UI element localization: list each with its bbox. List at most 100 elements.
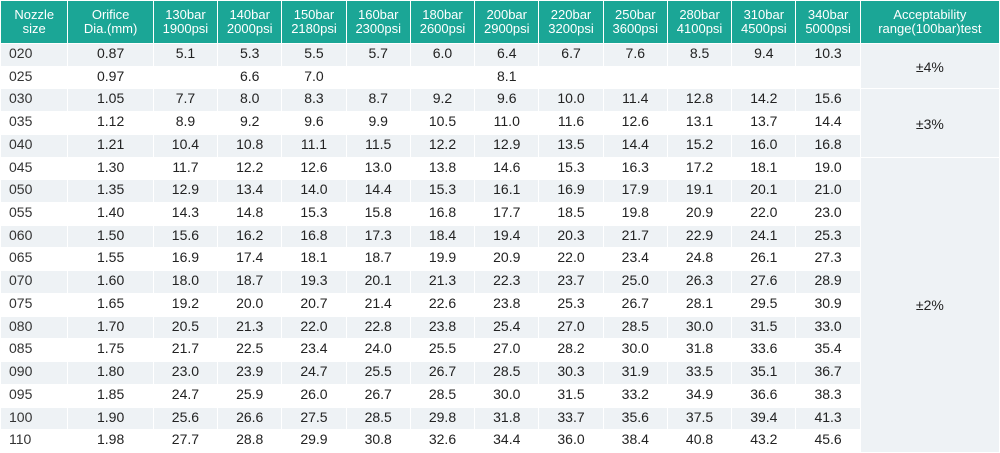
acceptability-range-cell: ±2%	[860, 157, 999, 452]
flow-value-cell: 21.0	[796, 180, 860, 203]
flow-value-cell: 31.8	[667, 339, 732, 362]
nozzle-size-cell: 055	[1, 203, 68, 225]
flow-value-cell: 23.0	[796, 203, 860, 225]
header-line: 2300psi	[355, 21, 401, 36]
flow-value-cell	[796, 66, 860, 89]
flow-value-cell: 25.3	[539, 293, 603, 316]
flow-value-cell: 11.0	[475, 112, 539, 134]
orifice-diameter-cell: 1.80	[68, 362, 153, 384]
flow-value-cell: 36.6	[732, 384, 796, 407]
acceptability-range-cell: ±3%	[860, 89, 999, 157]
flow-value-cell: 30.3	[539, 362, 603, 384]
header-line: 1900psi	[162, 21, 209, 36]
flow-value-cell: 16.8	[282, 225, 346, 248]
flow-value-cell: 25.9	[218, 384, 282, 407]
flow-value-cell: 27.6	[732, 271, 796, 293]
flow-value-cell: 19.9	[410, 248, 475, 271]
header-line: 4500psi	[741, 21, 787, 36]
flow-value-cell: 13.7	[732, 112, 796, 134]
flow-value-cell: 37.5	[667, 407, 732, 430]
flow-value-cell: 8.0	[218, 89, 282, 112]
flow-value-cell: 12.9	[475, 134, 539, 157]
flow-value-cell: 14.4	[603, 134, 667, 157]
flow-value-cell: 28.2	[539, 339, 603, 362]
flow-value-cell: 26.7	[346, 384, 410, 407]
flow-value-cell: 13.8	[410, 157, 475, 180]
table-row: 060 1.50 15.6 16.2 16.8 17.3 18.4 19.4 20.3 21.7 2…	[1, 225, 999, 248]
flow-value-cell: 8.1	[475, 66, 539, 89]
table-row: 050 1.35 12.9 13.4 14.0 14.4 15.3 16.1 16.9 17.9 1…	[1, 180, 999, 203]
orifice-diameter-cell: 1.35	[68, 180, 153, 203]
flow-value-cell: 16.1	[475, 180, 539, 203]
nozzle-size-cell: 030	[1, 89, 68, 112]
flow-value-cell: 20.7	[282, 293, 346, 316]
acceptability-range-cell: ±4%	[860, 44, 999, 89]
header-line: size	[22, 21, 46, 36]
flow-value-cell: 18.1	[732, 157, 796, 180]
flow-value-cell: 30.8	[346, 430, 410, 452]
flow-value-cell: 20.5	[153, 316, 218, 339]
orifice-diameter-cell: 1.75	[68, 339, 153, 362]
flow-value-cell: 15.2	[667, 134, 732, 157]
flow-value-cell: 10.8	[218, 134, 282, 157]
flow-value-cell: 11.1	[282, 134, 346, 157]
nozzle-size-cell: 100	[1, 407, 68, 430]
flow-value-cell: 9.4	[732, 44, 796, 66]
flow-value-cell: 19.2	[153, 293, 218, 316]
flow-value-cell: 15.3	[539, 157, 603, 180]
flow-value-cell: 9.2	[218, 112, 282, 134]
header-line: 3200psi	[548, 21, 594, 36]
flow-value-cell: 20.1	[346, 271, 410, 293]
flow-value-cell: 7.0	[282, 66, 346, 89]
flow-value-cell: 31.9	[603, 362, 667, 384]
flow-value-cell: 25.5	[410, 339, 475, 362]
nozzle-size-cell: 085	[1, 339, 68, 362]
flow-value-cell: 20.0	[218, 293, 282, 316]
flow-value-cell: 25.6	[153, 407, 218, 430]
flow-value-cell: 8.7	[346, 89, 410, 112]
flow-value-cell: 29.5	[732, 293, 796, 316]
nozzle-size-cell: 060	[1, 225, 68, 248]
flow-value-cell: 25.0	[603, 271, 667, 293]
flow-value-cell: 36.7	[796, 362, 860, 384]
flow-value-cell: 17.9	[603, 180, 667, 203]
flow-value-cell: 8.5	[667, 44, 732, 66]
table-row: 095 1.85 24.7 25.9 26.0 26.7 28.5 30.0 31.5 33.2 3…	[1, 384, 999, 407]
flow-value-cell: 10.5	[410, 112, 475, 134]
flow-value-cell: 31.5	[732, 316, 796, 339]
header-pressure: 130bar 1900psi	[153, 1, 218, 43]
flow-value-cell: 11.4	[603, 89, 667, 112]
flow-value-cell: 41.3	[796, 407, 860, 430]
flow-value-cell: 16.8	[410, 203, 475, 225]
flow-value-cell: 9.6	[282, 112, 346, 134]
flow-value-cell: 33.2	[603, 384, 667, 407]
flow-value-cell: 19.4	[475, 225, 539, 248]
flow-value-cell: 15.6	[796, 89, 860, 112]
flow-value-cell: 26.6	[218, 407, 282, 430]
header-line: 160bar	[357, 7, 399, 22]
nozzle-size-cell: 095	[1, 384, 68, 407]
flow-value-cell: 17.4	[218, 248, 282, 271]
flow-value-cell: 12.8	[667, 89, 732, 112]
header-line: Dia.(mm)	[83, 21, 138, 36]
flow-value-cell: 30.0	[475, 384, 539, 407]
flow-value-cell: 18.7	[218, 271, 282, 293]
flow-value-cell: 18.0	[153, 271, 218, 293]
table-row: 075 1.65 19.2 20.0 20.7 21.4 22.6 23.8 25.3 26.7 2…	[1, 293, 999, 316]
flow-value-cell: 33.0	[796, 316, 860, 339]
flow-value-cell: 8.3	[282, 89, 346, 112]
orifice-diameter-cell: 1.50	[68, 225, 153, 248]
orifice-diameter-cell: 1.60	[68, 271, 153, 293]
flow-value-cell: 24.0	[346, 339, 410, 362]
flow-value-cell: 28.8	[218, 430, 282, 452]
flow-value-cell: 25.4	[475, 316, 539, 339]
orifice-diameter-cell: 1.21	[68, 134, 153, 157]
flow-value-cell: 17.7	[475, 203, 539, 225]
table-row: 110 1.98 27.7 28.8 29.9 30.8 32.6 34.4 36.0 38.4 4…	[1, 430, 999, 452]
flow-value-cell: 23.8	[410, 316, 475, 339]
orifice-diameter-cell: 1.30	[68, 157, 153, 180]
flow-value-cell: 10.3	[796, 44, 860, 66]
flow-value-cell: 28.5	[475, 362, 539, 384]
nozzle-size-cell: 075	[1, 293, 68, 316]
